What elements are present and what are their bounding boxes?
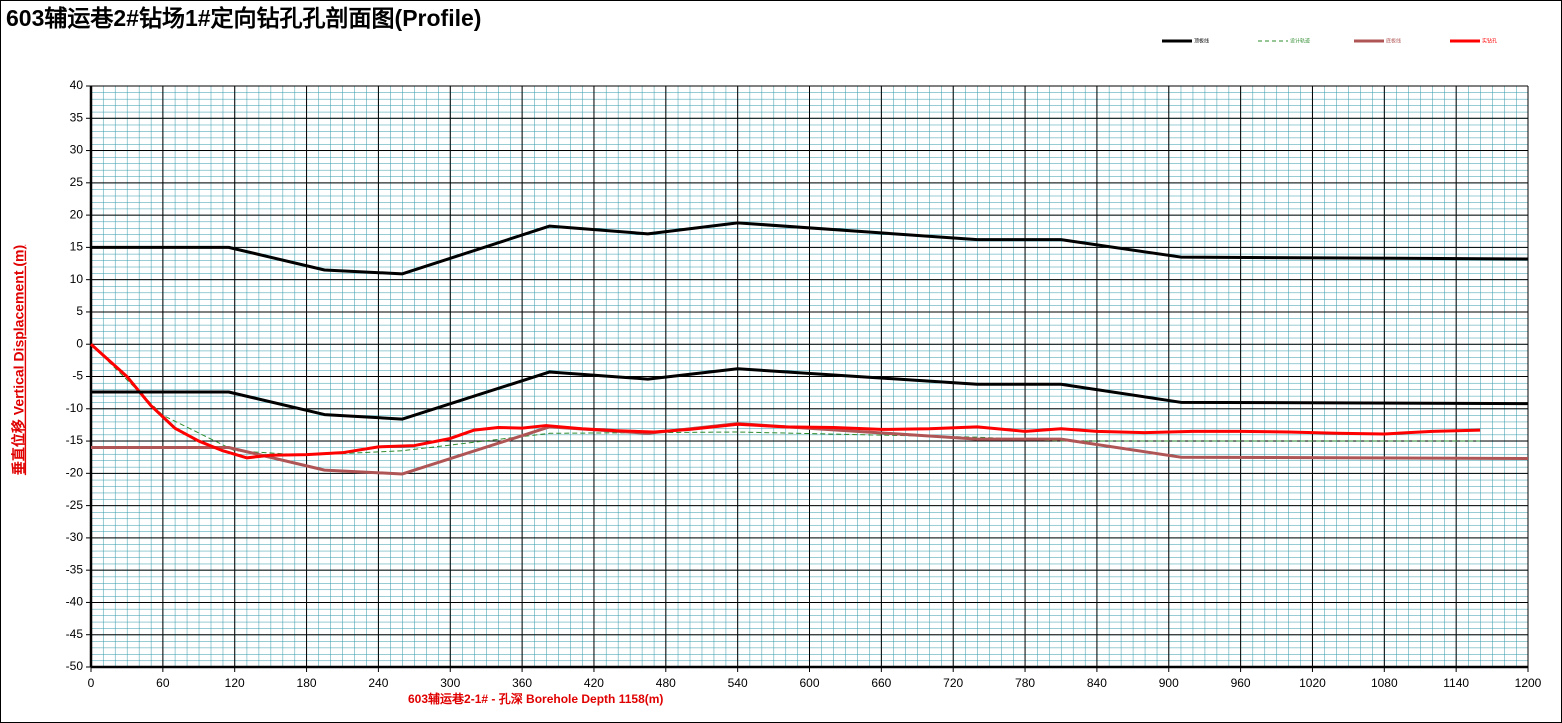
x-tick-label: 1140 (1443, 676, 1469, 690)
y-tick-label: -10 (66, 401, 84, 415)
y-tick-label: 30 (70, 143, 84, 157)
x-tick-label: 480 (656, 676, 676, 690)
series-line (91, 367, 1529, 421)
y-tick-label: 0 (76, 336, 83, 350)
x-axis-label: 603辅运巷2-1# - 孔深 Borehole Depth 1158(m) (408, 691, 663, 706)
series-line (91, 221, 1529, 276)
y-tick-label: 5 (76, 304, 83, 318)
y-tick-label: 10 (70, 272, 84, 286)
x-tick-label: 0 (88, 676, 95, 690)
x-tick-label: 660 (871, 676, 891, 690)
y-tick-label: 40 (70, 78, 84, 92)
legend-label: 底板线 (1386, 37, 1401, 44)
x-tick-label: 1020 (1299, 676, 1326, 690)
series-line (91, 422, 1529, 476)
x-tick-label: 600 (799, 676, 819, 690)
y-tick-label: -30 (66, 530, 84, 544)
legend-label: 实钻孔 (1482, 37, 1497, 44)
x-tick-label: 720 (943, 676, 963, 690)
y-tick-label: -15 (66, 433, 84, 447)
x-tick-label: 960 (1231, 676, 1251, 690)
x-tick-label: 360 (512, 676, 532, 690)
chart-title: 603辅运巷2#钻场1#定向钻孔孔剖面图(Profile) (6, 5, 481, 31)
x-tick-label: 420 (584, 676, 604, 690)
x-tick-label: 540 (728, 676, 748, 690)
y-tick-label: -40 (66, 595, 84, 609)
y-tick-label: -25 (66, 498, 84, 512)
x-tick-label: 1080 (1371, 676, 1398, 690)
y-tick-label: -20 (66, 466, 84, 480)
y-tick-label: -50 (66, 659, 84, 673)
y-axis-label: 垂直位移 Vertical Displacement (m) (11, 245, 27, 475)
x-tick-label: 240 (368, 676, 388, 690)
legend-label: 顶板线 (1194, 37, 1209, 44)
y-tick-label: -45 (66, 627, 84, 641)
x-tick-label: 780 (1015, 676, 1035, 690)
x-tick-label: 180 (297, 676, 317, 690)
x-tick-label: 900 (1159, 676, 1179, 690)
x-tick-label: 300 (440, 676, 460, 690)
x-tick-label: 120 (225, 676, 245, 690)
x-tick-label: 840 (1087, 676, 1107, 690)
x-tick-label: 1200 (1515, 676, 1542, 690)
x-tick-label: 60 (156, 676, 170, 690)
legend-label: 设计轨迹 (1290, 37, 1310, 44)
y-tick-label: 20 (70, 207, 84, 221)
y-tick-label: 25 (70, 175, 84, 189)
y-tick-label: 35 (70, 110, 84, 124)
y-tick-label: 15 (70, 240, 84, 254)
series-line (89, 343, 1481, 460)
y-tick-label: -35 (66, 562, 84, 576)
y-tick-label: -5 (72, 369, 83, 383)
